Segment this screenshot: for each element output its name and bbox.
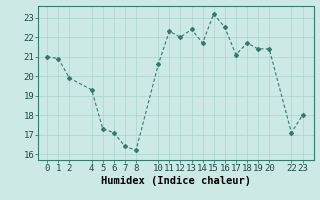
X-axis label: Humidex (Indice chaleur): Humidex (Indice chaleur) bbox=[101, 176, 251, 186]
